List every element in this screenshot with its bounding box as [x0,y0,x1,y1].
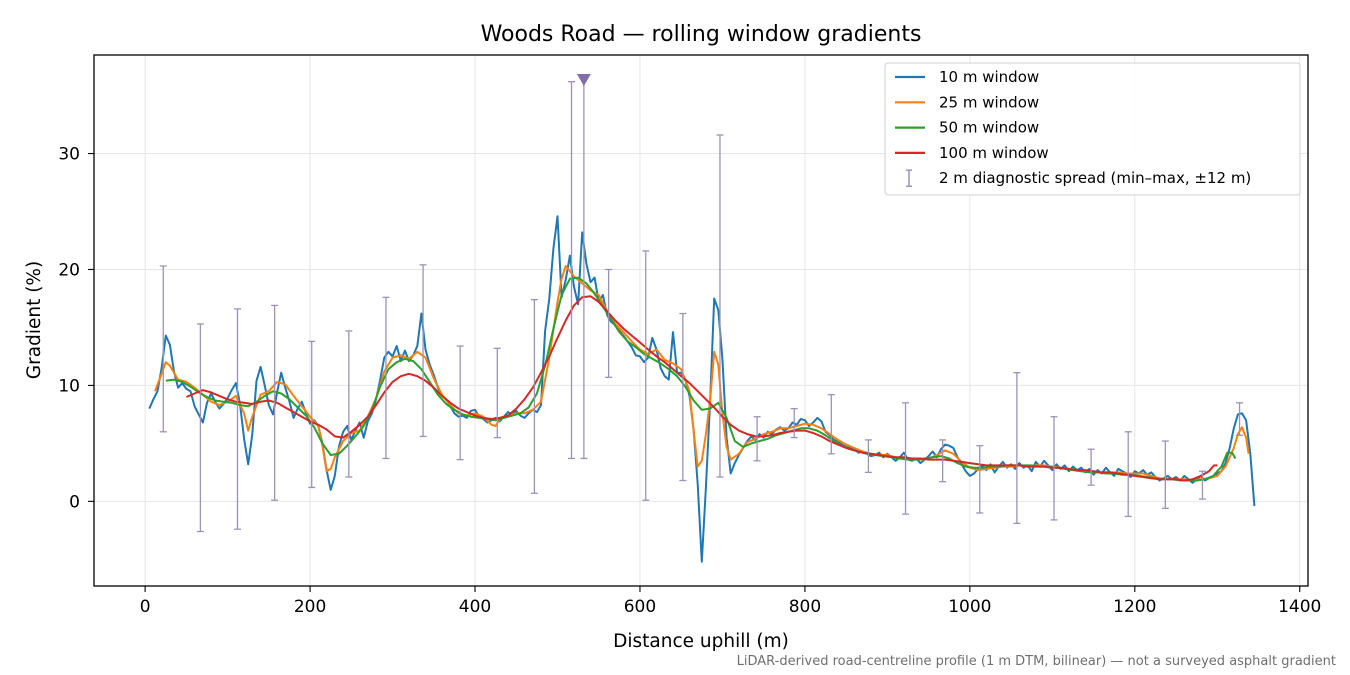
legend-item: 100 m window [895,144,1049,162]
legend-label: 10 m window [939,68,1039,86]
error-bar [345,330,353,478]
legend-label: 50 m window [939,119,1039,137]
x-tick-label: 400 [459,597,491,617]
axes: 0 200 400 600 800 1000 1200 1400 0 10 20 30 [58,54,1321,617]
error-bar [864,439,872,474]
error-bar [902,402,910,515]
error-bar [419,264,427,438]
error-bar [1124,431,1132,518]
x-tick-label: 1000 [948,597,991,617]
y-tick-label: 10 [58,376,80,396]
series-line [186,295,1218,482]
error-bar [790,407,798,439]
series-line [154,265,1250,482]
error-bar [1236,402,1244,436]
y-axis-label: Gradient (%) [24,261,45,379]
error-bar [642,250,650,501]
error-bar [976,445,984,514]
x-tick-label: 1200 [1113,597,1156,617]
error-bar [679,312,687,482]
error-bar [308,340,316,489]
x-tick-label: 800 [789,597,821,617]
x-tick-label: 200 [294,597,326,617]
legend-box [884,62,1301,196]
error-bar [493,347,501,439]
legend: 10 m window 25 m window 50 m window 100 m w… [884,62,1301,196]
error-bar [939,439,947,483]
plot-frame [93,54,1309,587]
series-layer [148,74,1256,563]
error-bar [568,81,576,460]
caption: LiDAR-derived road-centreline profile (1… [737,654,1336,669]
y-tick-label: 0 [69,492,80,512]
legend-item: 2 m diagnostic spread (min–max, ±12 m) [906,169,1251,187]
error-bar [753,416,761,462]
legend-label: 25 m window [939,93,1039,111]
error-bar [234,308,242,530]
legend-item: 25 m window [895,93,1039,111]
error-bar [827,394,835,455]
error-bar [159,265,167,433]
error-bar [1013,372,1021,525]
error-bar [1161,440,1169,509]
legend-label: 100 m window [939,144,1049,162]
error-bar [271,304,279,501]
x-axis-label: Distance uphill (m) [613,631,789,652]
x-tick-label: 0 [140,597,151,617]
error-bar [382,296,390,460]
error-bar [1198,470,1206,500]
error-bar [605,268,613,378]
error-bars [159,75,1244,533]
chart-title: Woods Road — rolling window gradients [481,22,922,47]
error-bar [530,298,538,494]
legend-item: 50 m window [895,119,1039,137]
overflow-marker [576,74,591,86]
error-bar [1050,416,1058,521]
x-tick-label: 1400 [1278,597,1321,617]
x-tick-label: 600 [624,597,656,617]
legend-item: 10 m window [895,68,1039,86]
series-line [148,215,1256,563]
series-line [165,276,1237,482]
y-tick-label: 20 [58,260,80,280]
error-bar [1087,448,1095,486]
error-bar [716,134,724,478]
error-bar [456,345,464,461]
y-tick-label: 30 [58,145,80,165]
error-bar [196,323,204,533]
legend-label: 2 m diagnostic spread (min–max, ±12 m) [939,169,1251,187]
